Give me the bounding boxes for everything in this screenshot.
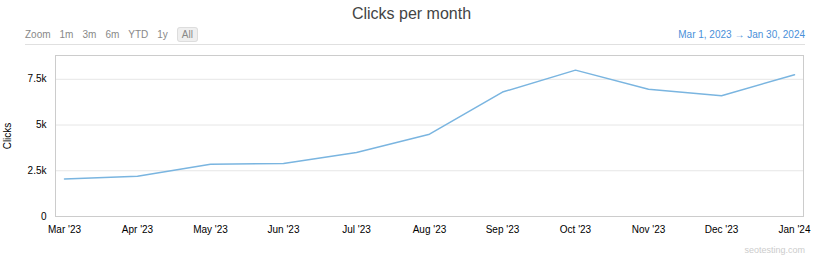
- html-text:All: All: [181, 28, 193, 40]
- svg-text:May '23: May '23: [193, 224, 228, 235]
- html-text:6m: 6m: [105, 28, 120, 40]
- svg-text:7.5k: 7.5k: [28, 73, 48, 84]
- svg-text:5k: 5k: [36, 119, 48, 130]
- svg-text:Aug '23: Aug '23: [413, 224, 447, 235]
- html-text:Clicks per month: Clicks per month: [351, 5, 472, 22]
- svg-text:0: 0: [41, 211, 47, 222]
- svg-text:Jul '23: Jul '23: [342, 224, 371, 235]
- html-text:1m: 1m: [59, 28, 74, 40]
- svg-text:Dec '23: Dec '23: [705, 224, 739, 235]
- svg-text:Mar '23: Mar '23: [48, 224, 81, 235]
- html-text:Mar 1, 2023 → Jan 30, 2024: Mar 1, 2023 → Jan 30, 2024: [678, 28, 805, 40]
- svg-text:Oct '23: Oct '23: [560, 224, 592, 235]
- html-text:Zoom: Zoom: [25, 28, 51, 40]
- svg-text:Apr '23: Apr '23: [122, 224, 154, 235]
- html-text:seotesting.com: seotesting.com: [744, 245, 805, 255]
- svg-text:2.5k: 2.5k: [28, 165, 48, 176]
- svg-text:Jun '23: Jun '23: [268, 224, 300, 235]
- html-text:YTD: YTD: [128, 28, 149, 40]
- svg-text:Nov '23: Nov '23: [632, 224, 666, 235]
- svg-text:Sep '23: Sep '23: [486, 224, 520, 235]
- html-text:1y: 1y: [157, 28, 168, 40]
- svg-text:Clicks: Clicks: [2, 123, 13, 150]
- html-text:3m: 3m: [82, 28, 97, 40]
- svg-text:Jan '24: Jan '24: [779, 224, 811, 235]
